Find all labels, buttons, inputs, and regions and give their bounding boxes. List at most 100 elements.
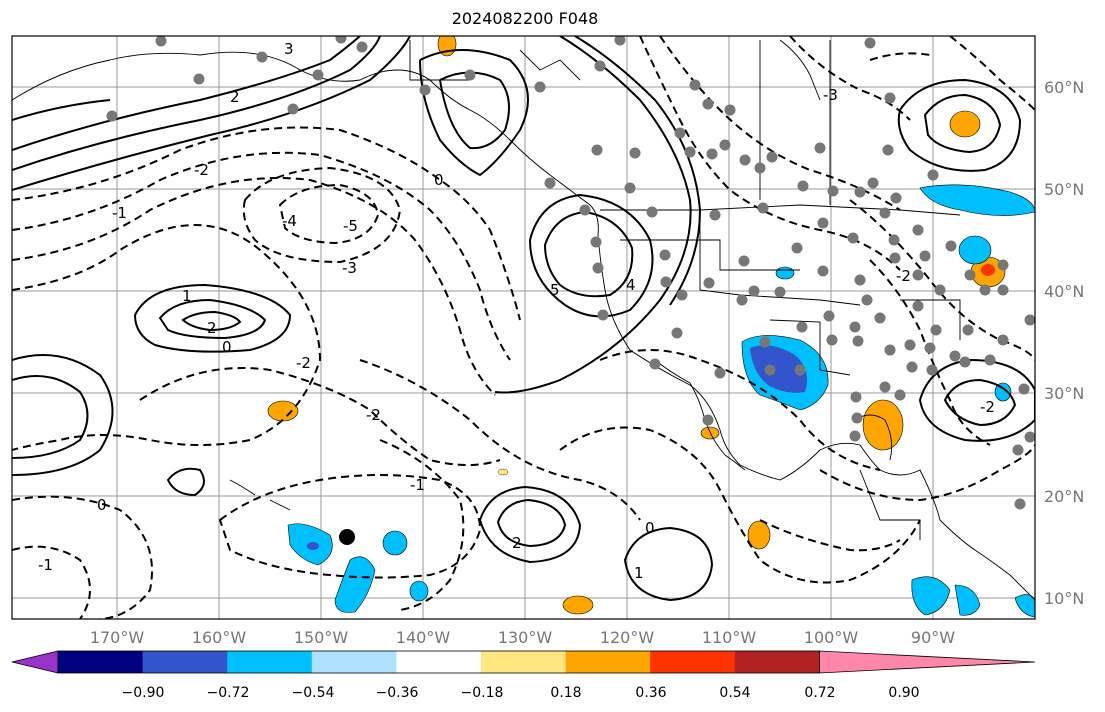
shade-cyan	[1014, 594, 1035, 618]
shade-red	[981, 264, 995, 276]
lon-label: 110°W	[702, 628, 757, 647]
colorbar-segment	[58, 651, 144, 673]
station-dot	[464, 69, 476, 81]
station-dot	[888, 234, 900, 246]
lat-label: 50°N	[1044, 180, 1084, 199]
map-area	[12, 36, 1035, 619]
station-dot	[719, 139, 731, 151]
station-dot	[850, 391, 862, 403]
contour-label: 2	[230, 88, 240, 106]
station-dot	[671, 327, 683, 339]
station-dot	[766, 151, 778, 163]
colorbar-extend-low	[11, 650, 59, 674]
station-dot	[997, 334, 1009, 346]
shade-orange	[747, 520, 771, 550]
contour-label: 4	[626, 276, 636, 294]
station-dot	[739, 154, 751, 166]
contour-label: 2	[207, 319, 217, 337]
contour-label: -3	[823, 86, 838, 104]
station-dot	[890, 192, 902, 204]
station-dot	[1012, 444, 1024, 456]
contour-label: -2	[366, 406, 381, 424]
station-dot	[709, 209, 721, 221]
station-dot	[826, 334, 838, 346]
shade-orange	[949, 110, 981, 138]
contour-label: -1	[38, 556, 53, 574]
contour-label: -1	[410, 476, 425, 494]
station-dot	[757, 202, 769, 214]
station-dot	[823, 310, 835, 322]
station-dot	[759, 336, 771, 348]
contour-labels: 3 2 0 -1 -2 -3 -4 -5 5 4 1 0 -2 2 -1 -2 …	[38, 40, 995, 582]
station-dot	[544, 177, 556, 189]
shade-orange	[862, 399, 904, 451]
station-dot	[689, 79, 701, 91]
contour-label: 0	[645, 519, 655, 537]
contour-label: 0	[222, 338, 232, 356]
station-dot	[847, 232, 859, 244]
station-dot	[849, 430, 861, 442]
station-dot	[854, 274, 866, 286]
station-dot	[287, 103, 299, 115]
lat-label: 40°N	[1044, 282, 1084, 301]
lat-label: 60°N	[1044, 78, 1084, 97]
colorbar-segment	[650, 651, 736, 673]
station-dot	[646, 206, 658, 218]
station-dot	[736, 294, 748, 306]
station-dot	[738, 255, 750, 267]
shade-orange	[562, 595, 594, 615]
station-dot	[894, 389, 906, 401]
shade-cyan	[775, 266, 795, 280]
contour-label: 3	[284, 40, 294, 58]
colorbar-labels: −0.90 −0.72 −0.54 −0.36 −0.18 0.18 0.36 …	[122, 685, 920, 701]
station-dot	[335, 36, 347, 44]
station-dot	[1014, 498, 1026, 510]
station-dot	[684, 146, 696, 158]
colorbar-segment	[396, 651, 482, 673]
station-dot	[906, 361, 918, 373]
station-dot	[676, 289, 688, 301]
station-dot	[959, 356, 971, 368]
colorbar-segment	[227, 651, 313, 673]
station-dot	[597, 309, 609, 321]
colorbar-label: 0.90	[888, 685, 919, 701]
shade-cyan	[409, 580, 429, 602]
shade-cyan	[958, 235, 992, 265]
colorbar-extend-high	[819, 650, 1036, 674]
lon-label: 170°W	[90, 628, 145, 647]
shaded-regions	[267, 36, 1035, 618]
station-dot	[949, 350, 961, 362]
shade-cyan	[382, 530, 408, 556]
shade-cyan	[994, 382, 1012, 402]
colorbar-label: −0.72	[207, 685, 250, 701]
colorbar-segment	[311, 651, 397, 673]
station-dot	[794, 364, 806, 376]
station-dot	[919, 250, 931, 262]
station-dot	[861, 294, 873, 306]
station-dot	[591, 144, 603, 156]
station-dot	[934, 284, 946, 296]
colorbar-segment	[734, 651, 820, 673]
shade-blue	[307, 542, 319, 550]
station-dot	[827, 185, 839, 197]
station-dot	[724, 104, 736, 116]
lat-label: 20°N	[1044, 487, 1084, 506]
contour-label: 0	[97, 496, 107, 514]
shade-blue	[750, 345, 808, 393]
longitude-labels: 170°W 160°W 150°W 140°W 130°W 120°W 110°…	[90, 628, 955, 647]
station-dot	[927, 169, 939, 181]
station-dot	[1024, 431, 1035, 443]
lat-label: 30°N	[1044, 384, 1084, 403]
highlight-marker	[339, 529, 355, 545]
contour-label: -2	[980, 398, 995, 416]
colorbar-frame	[57, 650, 820, 674]
station-dot	[912, 224, 924, 236]
station-dot	[702, 98, 714, 110]
shade-yellow	[497, 468, 509, 476]
lon-label: 150°W	[294, 628, 349, 647]
station-dot	[703, 277, 715, 289]
latitude-labels: 60°N 50°N 40°N 30°N 20°N 10°N	[1044, 78, 1084, 608]
station-dot	[702, 414, 714, 426]
station-dot	[879, 381, 891, 393]
lon-label: 130°W	[498, 628, 553, 647]
